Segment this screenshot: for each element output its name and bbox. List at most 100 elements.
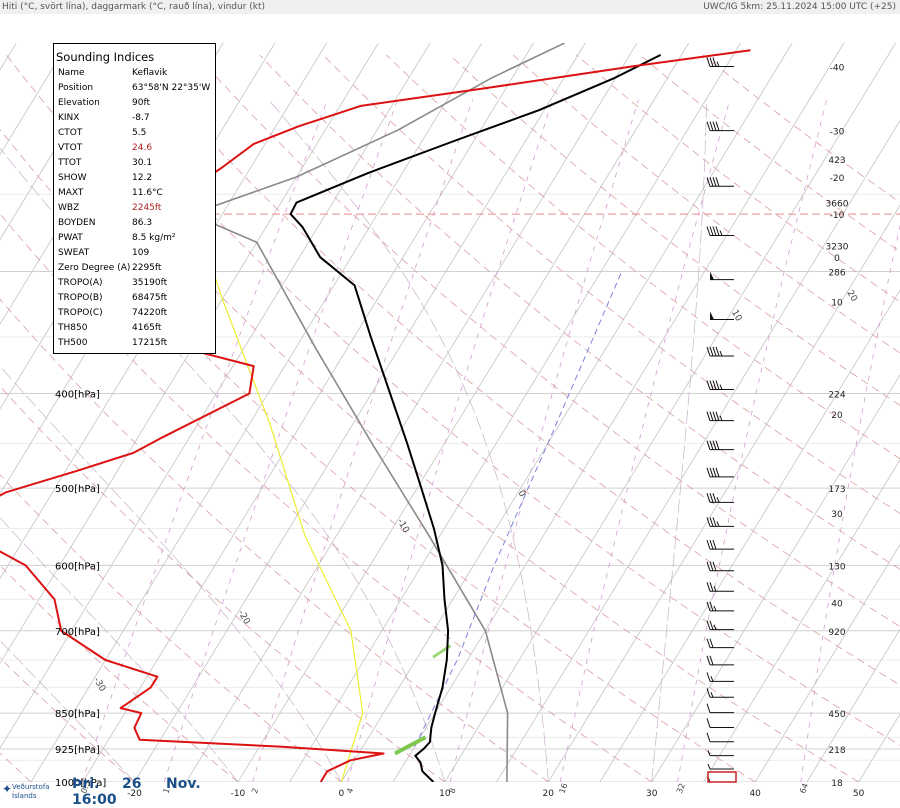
indices-key: BOYDEN (58, 218, 96, 228)
isotherm-label: 20 (844, 289, 859, 304)
wind-barb-full (709, 517, 714, 527)
indices-key: SWEAT (58, 248, 90, 258)
x-tick-label: -10 (231, 789, 246, 799)
wind-barb-full (712, 561, 717, 571)
mixing-ratio-line (559, 99, 731, 782)
indices-row: TROPO(C) 74220ft (58, 308, 214, 322)
isotherm-line (82, 43, 534, 782)
wind-barb-full (706, 688, 711, 698)
surface-wind-marker (707, 771, 737, 783)
indices-value: 86.3 (132, 218, 153, 228)
footer-day: Þri. (72, 776, 100, 792)
indices-value: -8.7 (132, 113, 150, 123)
isotherm-line (754, 543, 900, 782)
wind-barb-full (706, 57, 711, 67)
indices-title: Sounding Indices (56, 50, 155, 64)
isotherm-line (599, 289, 900, 782)
dry-adiabat-line (196, 54, 900, 627)
wind-barb-half (710, 692, 714, 698)
indices-row: TH850 4165ft (58, 323, 214, 337)
dry-adiabat-line (0, 385, 446, 782)
wind-barb-full (709, 57, 714, 67)
wind-barb-full (706, 601, 711, 612)
pressure-tick-label: 600[hPa] (55, 561, 100, 572)
indices-row: SHOW 12.2 (58, 173, 214, 187)
isotherm-line (185, 43, 638, 782)
mixing-ratio-line (800, 224, 900, 782)
right-axis-label: -10 (830, 211, 845, 221)
wind-barb-full (709, 539, 714, 550)
wind-barb-full (709, 493, 714, 503)
pressure-tick-label: 400[hPa] (55, 390, 100, 401)
right-axis-label: 173 (828, 485, 845, 495)
wind-barb-full (709, 226, 714, 236)
wind-barb-full (709, 411, 714, 421)
x-tick-label: 10 (439, 789, 451, 799)
wind-barb-full (712, 380, 717, 390)
indices-value: 2295ft (132, 263, 162, 273)
wind-barb-full (709, 121, 714, 131)
isotherm-label: -10 (395, 517, 411, 535)
isotherm-line (444, 43, 896, 782)
right-axis-label: 30 (831, 510, 843, 520)
right-axis-label: 286 (828, 269, 845, 279)
isotherm-label: -30 (91, 676, 107, 694)
right-axis-label: 3660 (826, 200, 849, 210)
indices-row: WBZ 2245ft (58, 203, 214, 217)
pressure-tick-label: 850[hPa] (55, 709, 100, 720)
dry-adiabat-line (69, 54, 900, 746)
vedur-logo: ✦ Veðurstofa Íslands (2, 780, 62, 806)
wind-barb-full (706, 672, 711, 682)
wind-barb-full (712, 226, 717, 236)
mixing-ratio-label: 16 (558, 782, 570, 795)
wind-barb-full (706, 493, 711, 503)
wind-barb-full (715, 346, 720, 357)
indices-value: 2245ft (132, 203, 162, 213)
wind-barb-full (709, 601, 714, 612)
wind-barb-full (712, 121, 717, 131)
right-axis-label: 18 (831, 779, 843, 789)
indices-key: MAXT (58, 188, 84, 198)
mixing-ratio-label: 1 (162, 787, 172, 795)
right-axis-label: 0 (834, 254, 840, 264)
header-run-info: UWC/IG 5km: 25.11.2024 15:00 UTC (+25) (703, 2, 896, 12)
indices-key: Position (58, 83, 94, 93)
indices-key: WBZ (58, 203, 80, 213)
wind-barb-full (706, 346, 711, 357)
mixing-ratio-label: 0.5 (79, 780, 92, 795)
indices-key: TROPO(C) (58, 308, 103, 318)
footer-timestamp: ✦ Veðurstofa Íslands Þri. 26 Nov. 16:00 (0, 776, 210, 808)
wind-barb-full (709, 346, 714, 357)
footer-date: 26 (122, 776, 142, 792)
isotherm-line (651, 374, 900, 782)
indices-row: PWAT 8.5 kg/m² (58, 233, 214, 247)
mixing-ratio-label: 64 (798, 782, 810, 795)
wind-barb-half (707, 750, 711, 756)
wind-barb-half (713, 586, 717, 592)
dry-adiabat-line (0, 564, 239, 782)
dry-adiabat-line (0, 657, 135, 782)
wind-barb-full (712, 57, 717, 67)
indices-value: 90ft (132, 98, 150, 108)
indices-key: Name (58, 68, 85, 78)
indices-row: VTOT 24.6 (58, 143, 214, 157)
wind-barb-half (710, 676, 714, 682)
wind-barb-full (706, 582, 711, 592)
moist-adiabat-line (0, 517, 239, 782)
wind-barb-full (715, 440, 720, 450)
wind-barb-full (706, 561, 711, 571)
mixing-ratio-line (163, 99, 398, 782)
right-axis-label: 20 (831, 411, 843, 421)
wind-barb-full (715, 226, 720, 236)
indices-row: Position 63°58'N 22°35'W (58, 83, 214, 97)
chart-labels: 300[hPa]400[hPa]500[hPa]600[hPa]700[hPa]… (55, 64, 865, 799)
wind-barb-full (706, 718, 711, 728)
isotherm-line (806, 628, 900, 782)
right-axis-label: 3230 (826, 242, 849, 252)
indices-row: TROPO(A) 35190ft (58, 278, 214, 292)
indices-key: TH850 (58, 323, 88, 333)
mixing-ratio-line (449, 99, 639, 782)
isotherm-line (134, 43, 586, 782)
wind-barb-half (716, 521, 720, 527)
